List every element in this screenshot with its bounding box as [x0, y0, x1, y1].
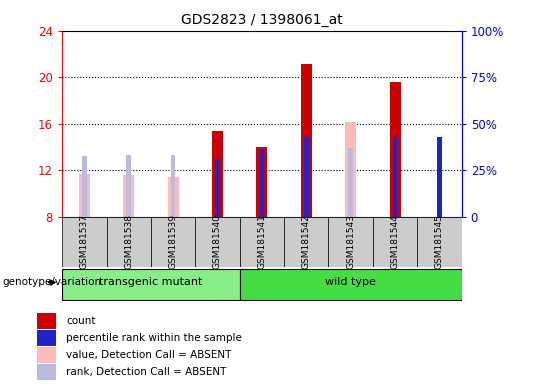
Bar — [212, 131, 223, 217]
Bar — [260, 149, 264, 217]
Bar — [301, 65, 312, 217]
Bar — [171, 155, 176, 217]
Text: transgenic mutant: transgenic mutant — [99, 277, 202, 288]
Bar — [215, 159, 220, 217]
Text: count: count — [66, 316, 96, 326]
Bar — [126, 155, 131, 217]
Bar — [284, 217, 328, 267]
Bar — [37, 313, 56, 329]
Bar — [167, 177, 179, 217]
Text: GSM181544: GSM181544 — [390, 215, 400, 269]
Bar — [37, 330, 56, 346]
Text: GSM181539: GSM181539 — [168, 214, 178, 270]
Bar — [62, 217, 106, 267]
Bar — [393, 137, 397, 217]
Bar — [106, 217, 151, 267]
Title: GDS2823 / 1398061_at: GDS2823 / 1398061_at — [181, 13, 343, 27]
Text: value, Detection Call = ABSENT: value, Detection Call = ABSENT — [66, 350, 231, 360]
Text: GSM181542: GSM181542 — [302, 215, 311, 269]
Text: percentile rank within the sample: percentile rank within the sample — [66, 333, 242, 343]
Text: GSM181545: GSM181545 — [435, 215, 444, 269]
Bar — [304, 137, 308, 217]
Text: rank, Detection Call = ABSENT: rank, Detection Call = ABSENT — [66, 367, 226, 377]
Bar — [82, 156, 86, 217]
Bar — [195, 217, 240, 267]
Bar — [62, 269, 240, 300]
Bar — [240, 217, 284, 267]
Text: GSM181540: GSM181540 — [213, 215, 222, 269]
Text: wild type: wild type — [325, 277, 376, 288]
Bar — [348, 148, 353, 217]
Bar — [79, 174, 90, 217]
Bar — [345, 121, 356, 217]
Bar — [373, 217, 417, 267]
Bar — [256, 147, 267, 217]
Text: genotype/variation: genotype/variation — [3, 277, 102, 288]
Bar — [389, 82, 401, 217]
Text: GSM181543: GSM181543 — [346, 215, 355, 269]
Bar — [37, 347, 56, 363]
Bar — [417, 217, 462, 267]
Bar — [151, 217, 195, 267]
Bar — [437, 137, 442, 217]
Text: GSM181537: GSM181537 — [80, 214, 89, 270]
Text: GSM181541: GSM181541 — [258, 215, 266, 269]
Bar — [37, 364, 56, 380]
Bar — [240, 269, 462, 300]
Bar — [123, 175, 134, 217]
Bar — [328, 217, 373, 267]
Text: GSM181538: GSM181538 — [124, 214, 133, 270]
